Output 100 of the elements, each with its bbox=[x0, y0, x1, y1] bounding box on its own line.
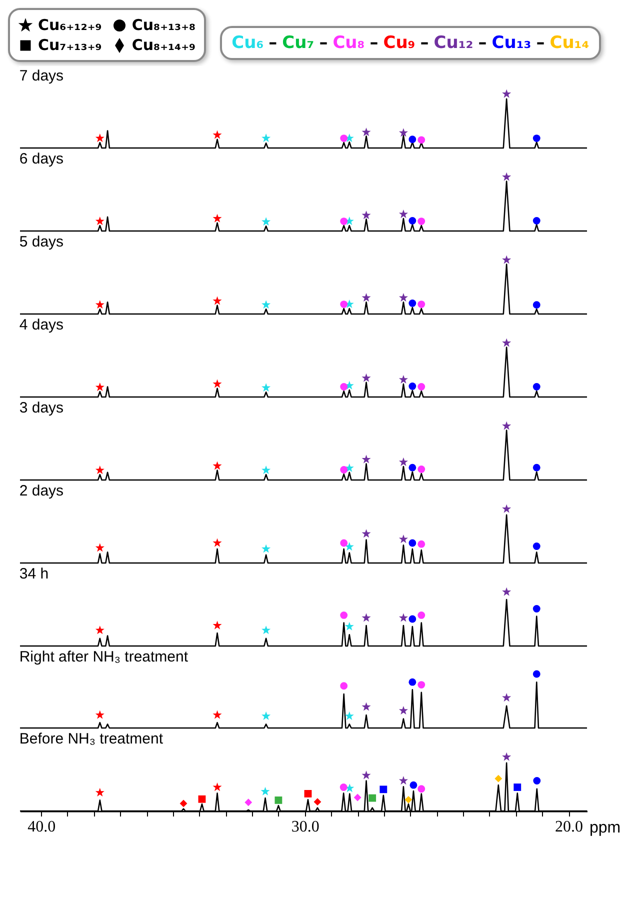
point bbox=[340, 612, 348, 619]
point bbox=[314, 798, 322, 806]
point bbox=[502, 172, 512, 181]
point bbox=[340, 682, 348, 690]
point bbox=[398, 776, 408, 785]
point bbox=[502, 89, 512, 98]
point bbox=[418, 218, 426, 225]
point bbox=[362, 210, 371, 220]
point bbox=[418, 681, 426, 688]
point bbox=[212, 379, 222, 388]
point bbox=[340, 466, 348, 474]
point bbox=[262, 300, 271, 309]
point bbox=[274, 796, 282, 804]
point bbox=[398, 457, 408, 466]
chart-title: 7 days bbox=[19, 67, 64, 84]
point bbox=[340, 134, 348, 142]
point bbox=[532, 670, 540, 678]
point bbox=[354, 794, 362, 802]
point bbox=[380, 786, 388, 794]
point bbox=[418, 300, 426, 308]
point bbox=[212, 620, 222, 630]
point bbox=[418, 136, 426, 144]
legend-label: Cu₉ bbox=[383, 33, 416, 53]
point bbox=[244, 798, 252, 806]
point bbox=[408, 539, 416, 547]
chart-title: 34 h bbox=[19, 565, 49, 582]
point bbox=[502, 587, 512, 596]
point bbox=[340, 784, 348, 791]
point bbox=[340, 383, 348, 390]
point bbox=[418, 540, 426, 548]
point bbox=[418, 466, 426, 473]
point bbox=[362, 454, 371, 464]
point bbox=[362, 702, 371, 711]
point bbox=[198, 795, 206, 803]
point bbox=[340, 539, 348, 547]
point bbox=[212, 130, 222, 139]
point bbox=[95, 710, 104, 719]
point bbox=[408, 615, 416, 623]
point bbox=[398, 613, 408, 622]
point bbox=[398, 293, 408, 302]
chart-title: Before NH₃ treatment bbox=[19, 730, 164, 748]
point bbox=[408, 678, 416, 686]
point bbox=[532, 301, 540, 309]
point bbox=[502, 752, 512, 761]
point bbox=[532, 542, 540, 550]
x-tick-label: 20.0 bbox=[555, 818, 584, 836]
point bbox=[340, 218, 348, 225]
legend-label: Cu₇ bbox=[282, 33, 314, 53]
point bbox=[532, 464, 540, 472]
text: Cu₈₊₁₃₊₈ bbox=[132, 16, 196, 34]
legend-label: Cu₈ bbox=[332, 33, 365, 53]
point bbox=[262, 134, 271, 142]
point bbox=[368, 794, 376, 802]
point bbox=[212, 214, 222, 222]
point bbox=[340, 300, 348, 308]
point bbox=[533, 777, 541, 784]
point bbox=[95, 382, 104, 392]
chart-title: 6 days bbox=[19, 150, 64, 168]
point bbox=[532, 383, 540, 390]
x-tick-label: 30.0 bbox=[291, 818, 320, 836]
point bbox=[362, 293, 371, 302]
point bbox=[408, 217, 416, 224]
text: Cu₈₊₁₄₊₉ bbox=[132, 36, 196, 54]
point bbox=[532, 605, 540, 612]
x-tick-label: 40.0 bbox=[28, 818, 56, 836]
point bbox=[344, 622, 354, 630]
text: – bbox=[268, 33, 278, 53]
legend-label: Cu₆ bbox=[232, 33, 264, 53]
point bbox=[362, 529, 371, 538]
legend-label: Cu₁₃ bbox=[492, 33, 532, 53]
point bbox=[398, 210, 408, 218]
point bbox=[212, 782, 222, 792]
point bbox=[95, 466, 104, 474]
point bbox=[408, 382, 416, 390]
point bbox=[344, 542, 354, 551]
point bbox=[262, 217, 271, 226]
point bbox=[95, 788, 104, 796]
chart-title: 5 days bbox=[19, 233, 64, 250]
point bbox=[304, 790, 312, 798]
point bbox=[502, 338, 512, 347]
point bbox=[404, 796, 412, 804]
point bbox=[398, 374, 408, 384]
point bbox=[212, 296, 222, 305]
point bbox=[362, 613, 371, 622]
point bbox=[262, 544, 271, 553]
point bbox=[532, 134, 540, 142]
point bbox=[95, 134, 104, 142]
text: Cu₇₊₁₃₊₉ bbox=[38, 36, 102, 54]
point bbox=[95, 543, 104, 552]
text: Cu₆₊₁₂₊₉ bbox=[38, 16, 102, 34]
point bbox=[362, 128, 371, 136]
x-axis-title: ppm bbox=[590, 820, 621, 836]
point bbox=[418, 785, 426, 793]
text: – bbox=[478, 33, 487, 53]
chart-title: 3 days bbox=[19, 399, 64, 416]
point bbox=[212, 461, 222, 470]
point bbox=[494, 774, 502, 782]
text: – bbox=[420, 33, 429, 53]
point bbox=[418, 383, 426, 390]
point bbox=[260, 786, 270, 796]
